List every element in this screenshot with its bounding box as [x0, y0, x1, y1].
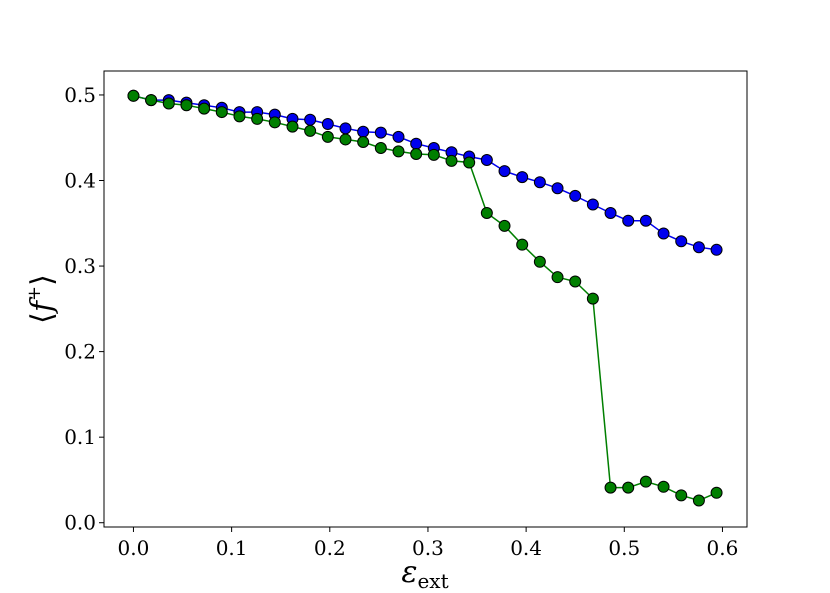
x-tick-label: 0.5	[608, 536, 640, 560]
series-2-point	[180, 99, 193, 112]
series-2-point	[586, 292, 599, 305]
series-2-point	[516, 238, 529, 251]
series-1-point	[321, 118, 334, 131]
series-2-point	[374, 141, 387, 154]
series-2-line	[133, 95, 717, 502]
series-2-point	[463, 156, 476, 169]
series-1-point	[639, 214, 652, 227]
series-1-point	[480, 153, 493, 166]
series-2-point	[233, 110, 246, 123]
x-tick-label: 0.6	[707, 536, 739, 560]
series-1-point	[357, 125, 370, 138]
series-1-point	[339, 122, 352, 135]
series-2-point	[198, 102, 211, 115]
series-1-point	[675, 235, 688, 248]
series-2-point	[692, 494, 705, 507]
series-2-point	[304, 124, 317, 137]
series-1-point	[657, 227, 670, 240]
series-2-point	[498, 219, 511, 232]
series-2-point	[533, 255, 546, 268]
series-1-point	[604, 207, 617, 220]
x-axis-label: εext	[401, 555, 448, 593]
series-1-point	[392, 130, 405, 143]
series-2-point	[604, 481, 617, 494]
series-2-point	[657, 480, 670, 493]
series-2-point	[321, 130, 334, 143]
series-1-point	[374, 126, 387, 139]
series-1-point	[410, 137, 423, 150]
series-1-point	[586, 198, 599, 211]
y-tick-label: 0.0	[64, 511, 96, 535]
series-1-point	[498, 165, 511, 178]
series-2-point	[427, 148, 440, 161]
series-1-point	[551, 182, 564, 195]
y-axis-ticks: 0.0 0.1 0.2 0.3 0.4 0.5	[64, 83, 104, 535]
x-axis-ticks: 0.0 0.1 0.2 0.3 0.4 0.5 0.6	[118, 527, 739, 560]
x-tick-label: 0.1	[216, 536, 248, 560]
series-1-point	[622, 214, 635, 227]
series-2-point	[162, 97, 175, 110]
series-layer	[127, 89, 723, 507]
series-2-point	[268, 116, 281, 129]
series-2-point	[410, 147, 423, 160]
series-1-point	[516, 171, 529, 184]
series-2-point	[480, 207, 493, 220]
x-tick-label: 0.4	[510, 536, 542, 560]
y-tick-label: 0.1	[64, 425, 96, 449]
series-2-point	[251, 112, 264, 125]
series-2	[127, 89, 723, 507]
series-2-point	[215, 106, 228, 119]
series-2-point	[127, 89, 140, 102]
y-tick-label: 0.5	[64, 83, 96, 107]
y-axis-label: ⟨f+⟩	[24, 274, 60, 324]
series-1-point	[569, 189, 582, 202]
series-2-point	[445, 154, 458, 167]
series-2-point	[710, 486, 723, 499]
x-tick-label: 0.3	[412, 536, 444, 560]
series-2-point	[286, 120, 299, 133]
series-1-point	[304, 113, 317, 126]
series-1-point	[710, 243, 723, 256]
plot-frame	[103, 70, 748, 528]
series-1-point	[692, 241, 705, 254]
series-2-point	[622, 481, 635, 494]
series-1-point	[533, 176, 546, 189]
x-tick-label: 0.0	[118, 536, 150, 560]
series-2-point	[145, 94, 158, 107]
series-2-point	[569, 275, 582, 288]
y-tick-label: 0.3	[64, 254, 96, 278]
series-1-line	[133, 95, 717, 251]
series-2-point	[339, 133, 352, 146]
y-tick-label: 0.2	[64, 340, 96, 364]
y-tick-label: 0.4	[64, 169, 96, 193]
series-2-point	[392, 145, 405, 158]
series-2-point	[675, 489, 688, 502]
series-2-point	[551, 271, 564, 284]
x-tick-label: 0.2	[314, 536, 346, 560]
series-2-point	[357, 136, 370, 149]
series-2-point	[639, 475, 652, 488]
